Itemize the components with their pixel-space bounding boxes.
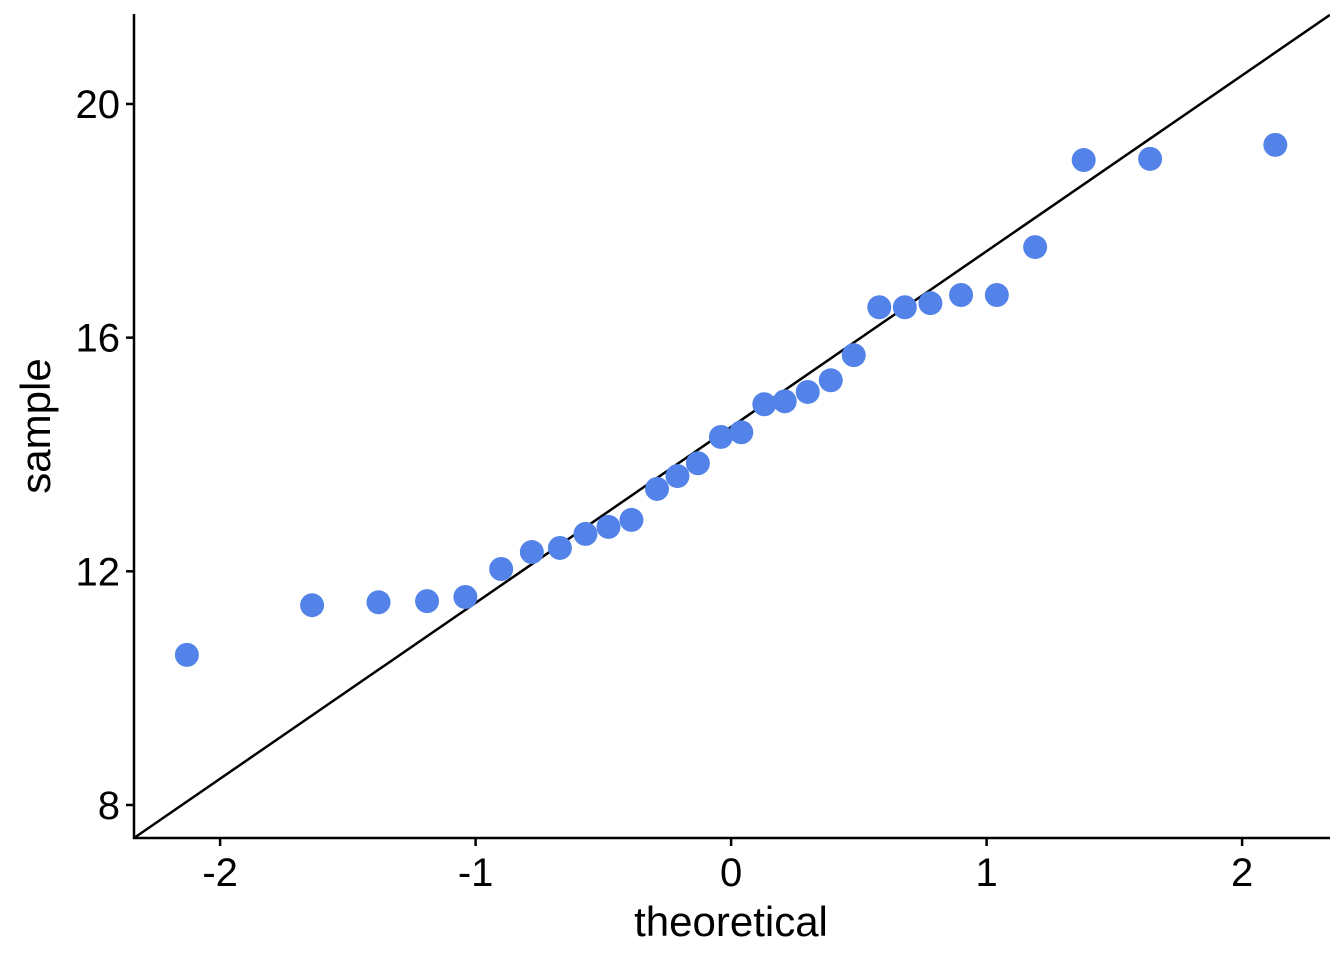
data-point — [818, 368, 843, 393]
x-tick-label: 1 — [975, 851, 997, 895]
x-tick-label: 0 — [720, 851, 742, 895]
data-point — [573, 521, 598, 546]
data-point — [795, 379, 820, 404]
data-point — [841, 343, 866, 368]
x-tick-label: -1 — [458, 851, 494, 895]
x-tick-label: -2 — [202, 851, 238, 895]
data-point — [949, 282, 974, 307]
data-point — [547, 535, 572, 560]
y-tick-label: 8 — [98, 784, 120, 828]
data-point — [174, 642, 199, 667]
data-point — [867, 295, 892, 320]
data-point — [366, 590, 391, 615]
x-tick-label: 2 — [1231, 851, 1253, 895]
data-point — [300, 593, 325, 618]
y-tick-label: 20 — [76, 83, 121, 127]
data-point — [729, 420, 754, 445]
data-point — [892, 295, 917, 320]
data-point — [1138, 146, 1163, 171]
data-point — [772, 389, 797, 414]
data-point — [489, 556, 514, 581]
data-point — [918, 291, 943, 316]
data-point — [665, 464, 690, 489]
y-axis-title: sample — [12, 358, 59, 493]
y-tick-label: 12 — [76, 550, 121, 594]
data-point — [685, 451, 710, 476]
data-point — [984, 282, 1009, 307]
data-point — [619, 507, 644, 532]
data-point — [1023, 235, 1048, 260]
data-point — [708, 424, 733, 449]
plot-area — [134, 14, 1330, 838]
data-point — [453, 585, 478, 610]
y-tick-label: 16 — [76, 317, 121, 361]
data-point — [1071, 148, 1096, 173]
data-point — [1263, 132, 1288, 157]
data-point — [596, 514, 621, 539]
data-point — [645, 476, 670, 501]
data-point — [519, 540, 544, 565]
data-point — [752, 392, 777, 417]
data-point — [415, 589, 440, 614]
x-axis-title: theoretical — [634, 898, 828, 945]
